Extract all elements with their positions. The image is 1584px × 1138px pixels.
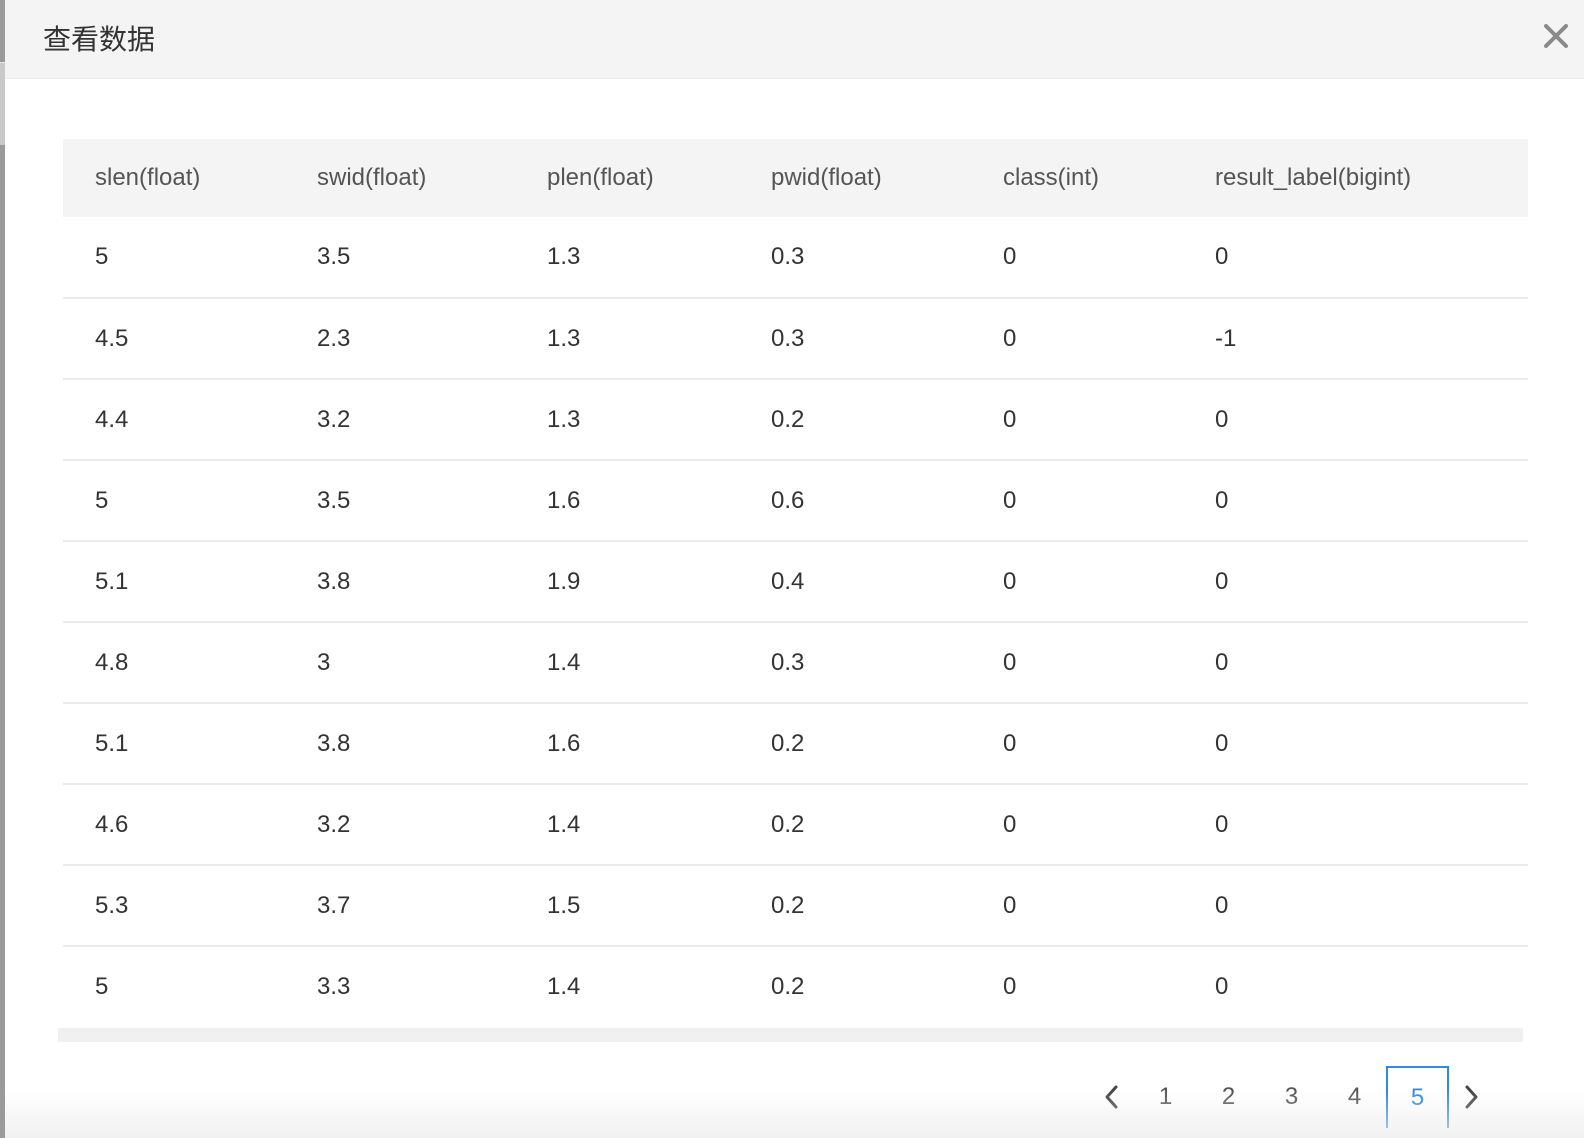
- table-row: 5 3.5 1.6 0.6 0 0: [63, 460, 1528, 542]
- page-button-3[interactable]: 3: [1284, 1083, 1299, 1110]
- column-header: class(int): [971, 139, 1183, 217]
- table-cell: 5.1: [63, 541, 285, 623]
- close-button[interactable]: [1540, 20, 1572, 52]
- chevron-left-icon: [1105, 1085, 1118, 1109]
- table-cell: 0.3: [739, 622, 971, 704]
- table-cell: 0.3: [739, 298, 971, 380]
- table-cell: 3: [285, 622, 515, 704]
- horizontal-scrollbar[interactable]: [58, 1028, 1523, 1042]
- next-page-button[interactable]: [1449, 1066, 1493, 1128]
- table-cell: 1.6: [515, 703, 739, 785]
- table-cell: 0: [1183, 541, 1528, 623]
- table-cell: 2.3: [285, 298, 515, 380]
- table-cell: 0: [1183, 622, 1528, 704]
- table-cell: 0: [1183, 217, 1528, 299]
- chevron-right-icon: [1465, 1085, 1478, 1109]
- table-cell: 3.2: [285, 379, 515, 461]
- table-cell: 0: [971, 298, 1183, 380]
- pagination: 1 2 3 4 5: [1090, 1066, 1493, 1128]
- table-cell: 0.2: [739, 703, 971, 785]
- table-cell: 3.5: [285, 217, 515, 299]
- data-table: slen(float) swid(float) plen(float) pwid…: [63, 139, 1528, 1027]
- column-header: pwid(float): [739, 139, 971, 217]
- table-cell: 3.7: [285, 865, 515, 947]
- background-page-edge: [0, 0, 5, 1138]
- table-cell: 0.2: [771, 973, 805, 1000]
- table-cell: 4.6: [63, 784, 285, 866]
- column-header: result_label(bigint): [1183, 139, 1528, 217]
- table-row: 5.1 3.8 1.9 0.4 0 0: [63, 541, 1528, 623]
- table-cell: 5: [63, 460, 285, 542]
- data-table-container: slen(float) swid(float) plen(float) pwid…: [63, 139, 1528, 1027]
- column-header: plen(float): [515, 139, 739, 217]
- column-header: slen(float): [63, 139, 285, 217]
- table-cell: 1.4: [515, 784, 739, 866]
- page-button-5-current[interactable]: 5: [1386, 1066, 1449, 1128]
- table-cell: 1.4: [547, 973, 581, 1000]
- table-cell: 0.4: [739, 541, 971, 623]
- table-row: 4.8 3 1.4 0.3 0 0: [63, 622, 1528, 704]
- table-cell: 0.2: [739, 379, 971, 461]
- table-cell: 4.8: [63, 622, 285, 704]
- table-cell: 0: [971, 460, 1183, 542]
- view-data-dialog: 查看数据 slen(float) swid(float) plen(float)…: [5, 0, 1584, 1138]
- dialog-header: 查看数据: [5, 0, 1584, 79]
- table-cell: 5: [63, 217, 285, 299]
- page-button-1[interactable]: 1: [1158, 1083, 1173, 1110]
- table-cell: 1.3: [515, 379, 739, 461]
- table-cell: 0: [1215, 973, 1229, 1000]
- table-row: 4.4 3.2 1.3 0.2 0 0: [63, 379, 1528, 461]
- table-cell: 4.4: [63, 379, 285, 461]
- table-cell: 0.2: [739, 784, 971, 866]
- table-row: 5.3 3.7 1.5 0.2 0 0: [63, 865, 1528, 947]
- table-cell: -1: [1183, 298, 1528, 380]
- table-cell: 3.5: [285, 460, 515, 542]
- table-cell: 3.8: [285, 541, 515, 623]
- table-header-row: slen(float) swid(float) plen(float) pwid…: [63, 139, 1528, 217]
- page-button-2[interactable]: 2: [1221, 1083, 1236, 1110]
- table-cell: 3.2: [285, 784, 515, 866]
- table-cell: 1.6: [515, 460, 739, 542]
- table-cell: 1.3: [515, 298, 739, 380]
- table-row: 5.1 3.8 1.6 0.2 0 0: [63, 703, 1528, 785]
- table-cell: 1.3: [515, 217, 739, 299]
- table-cell: 0: [971, 703, 1183, 785]
- table-row: 4.5 2.3 1.3 0.3 0 -1: [63, 298, 1528, 380]
- background-page-element: [0, 62, 5, 145]
- table-cell: 1.4: [515, 622, 739, 704]
- table-cell: 0: [971, 379, 1183, 461]
- table-cell: 1.5: [515, 865, 739, 947]
- table-cell: 0.3: [739, 217, 971, 299]
- table-cell: 3.3: [317, 973, 351, 1000]
- table-cell: 0: [1183, 784, 1528, 866]
- table-cell: 0: [1003, 973, 1017, 1000]
- table-cell: 0: [971, 865, 1183, 947]
- table-cell: 0.2: [739, 865, 971, 947]
- table-cell: 0: [1183, 379, 1528, 461]
- table-cell: 0: [1183, 460, 1528, 542]
- table-cell: 1.9: [515, 541, 739, 623]
- table-cell: 3.8: [285, 703, 515, 785]
- table-cell: 5.3: [63, 865, 285, 947]
- dialog-title: 查看数据: [43, 23, 156, 56]
- table-row: 5 3.5 1.3 0.3 0 0: [63, 217, 1528, 299]
- table-cell: 4.5: [63, 298, 285, 380]
- table-row: 5 3.3 1.4 0.2 0 0: [63, 946, 1528, 1027]
- table-cell: 0: [971, 541, 1183, 623]
- table-cell: 0: [1183, 865, 1528, 947]
- table-cell: 5: [95, 973, 109, 1000]
- table-cell: 0.6: [739, 460, 971, 542]
- table-cell: 5.1: [63, 703, 285, 785]
- page-button-4[interactable]: 4: [1347, 1083, 1362, 1110]
- table-cell: 0: [1183, 703, 1528, 785]
- table-row: 4.6 3.2 1.4 0.2 0 0: [63, 784, 1528, 866]
- table-cell: 0: [971, 784, 1183, 866]
- close-icon: [1544, 24, 1568, 48]
- column-header: swid(float): [285, 139, 515, 217]
- prev-page-button[interactable]: [1090, 1066, 1134, 1128]
- table-cell: 0: [971, 622, 1183, 704]
- table-cell: 0: [971, 217, 1183, 299]
